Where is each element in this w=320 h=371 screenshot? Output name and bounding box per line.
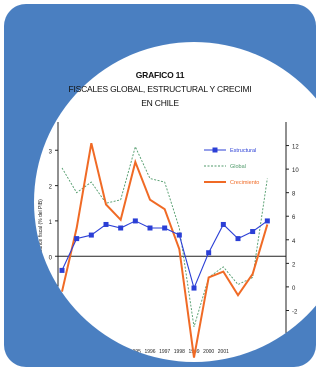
data-point-estructural (162, 225, 168, 231)
y-right-tick-label: 4 (292, 239, 296, 245)
x-tick-label: 1994 (115, 349, 126, 355)
legend-label-crecimiento: Crecimiento (230, 180, 259, 186)
y-left-tick-label: 2 (49, 185, 53, 191)
series-line-global (61, 145, 268, 328)
x-tick-label: 2001 (218, 349, 229, 355)
data-point-estructural (103, 221, 109, 227)
y-right-tick-label: -2 (292, 309, 298, 315)
series-line-crecimiento (61, 142, 269, 358)
data-point-estructural (220, 221, 226, 227)
y-right-tick-label: 8 (292, 192, 296, 198)
x-tick-label: 2000 (203, 349, 214, 355)
y-left-tick-label: -2 (47, 326, 53, 332)
y-right-tick-label: 6 (292, 215, 296, 221)
series-line-estructural (61, 220, 268, 290)
data-point-estructural (74, 236, 80, 242)
y-right-tick-label: 0 (292, 286, 296, 292)
data-point-estructural (264, 218, 270, 224)
x-tick-label: 1996 (144, 349, 155, 355)
y-left-tick-label: 1 (49, 220, 53, 226)
data-point-estructural (147, 225, 153, 231)
x-tick-label: 1997 (159, 349, 170, 355)
y-right-tick-label: 12 (292, 145, 299, 151)
chart-title-line-3: EN CHILE (141, 98, 179, 108)
data-point-estructural (206, 250, 212, 256)
data-point-estructural (118, 225, 124, 231)
data-point-estructural (191, 285, 197, 291)
data-point-estructural (132, 218, 138, 224)
legend-label-estructural: Estructural (230, 148, 256, 154)
data-point-estructural (59, 267, 65, 273)
y-left-axis-label: Balance fiscal (% del PIB) (38, 199, 44, 257)
x-tick-label: 1998 (174, 349, 185, 355)
y-left-tick-label: 3 (49, 149, 53, 155)
card: GRAFICO 11 FISCALES GLOBAL, ESTRUCTURAL … (4, 4, 316, 367)
legend-label-global: Global (230, 164, 246, 170)
x-tick-label: 1993 (100, 349, 111, 355)
chart-title-line-1: GRAFICO 11 (135, 70, 185, 80)
data-point-estructural (235, 236, 241, 242)
y-left-tick-label: -1 (47, 291, 53, 297)
legend-marker-estructural (212, 147, 218, 153)
data-point-estructural (176, 232, 182, 238)
y-right-tick-label: 10 (292, 168, 299, 174)
y-left-tick-label: 0 (49, 255, 53, 261)
chart-title-line-2: FISCALES GLOBAL, ESTRUCTURAL Y CRECIMI (68, 84, 252, 94)
data-point-estructural (250, 229, 256, 235)
data-point-estructural (88, 232, 94, 238)
x-tick-label: 1995 (130, 349, 141, 355)
y-right-tick-label: 2 (292, 262, 296, 268)
